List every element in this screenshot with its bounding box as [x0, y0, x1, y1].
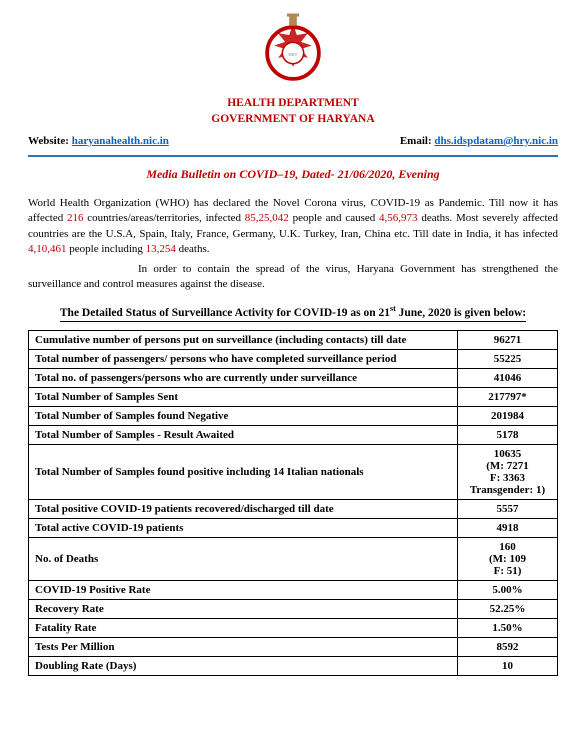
table-row: Tests Per Million8592 — [29, 638, 558, 657]
p1-t5: people including — [67, 243, 146, 255]
row-value: 5.00% — [458, 581, 558, 600]
bulletin-title: Media Bulletin on COVID–19, Dated- 21/06… — [28, 167, 558, 182]
row-value: 96271 — [458, 331, 558, 350]
emblem-icon: HRY — [255, 12, 331, 88]
row-value: 5178 — [458, 426, 558, 445]
row-label: Total Number of Samples found positive i… — [29, 445, 458, 500]
row-label: Total no. of passengers/persons who are … — [29, 369, 458, 388]
table-row: Total no. of passengers/persons who are … — [29, 369, 558, 388]
health-department-heading: HEALTH DEPARTMENT — [28, 97, 558, 109]
table-heading-post: June, 2020 is given below: — [396, 307, 526, 319]
p1-deaths: 4,56,973 — [379, 212, 418, 224]
table-row: Recovery Rate52.25% — [29, 600, 558, 619]
row-value: 201984 — [458, 407, 558, 426]
bulletin-title-prefix: Media Bulletin on COVID–19 — [146, 167, 295, 181]
p1-india-infected: 4,10,461 — [28, 243, 67, 255]
table-row: Doubling Rate (Days)10 — [29, 657, 558, 676]
row-value: 4918 — [458, 519, 558, 538]
row-label: Recovery Rate — [29, 600, 458, 619]
table-row: Total number of passengers/ persons who … — [29, 350, 558, 369]
p1-countries: 216 — [67, 212, 84, 224]
table-heading-pre: The Detailed Status of Surveillance Acti… — [60, 307, 390, 319]
row-value: 41046 — [458, 369, 558, 388]
row-label: Total Number of Samples found Negative — [29, 407, 458, 426]
table-row: Fatality Rate1.50% — [29, 619, 558, 638]
row-value: 8592 — [458, 638, 558, 657]
table-row: Total Number of Samples found positive i… — [29, 445, 558, 500]
row-label: Total Number of Samples - Result Awaited — [29, 426, 458, 445]
bulletin-title-suffix: , Dated- 21/06/2020, Evening — [295, 167, 439, 181]
row-label: Total active COVID-19 patients — [29, 519, 458, 538]
row-value: 52.25% — [458, 600, 558, 619]
row-label: Doubling Rate (Days) — [29, 657, 458, 676]
row-value: 55225 — [458, 350, 558, 369]
table-row: No. of Deaths160 (M: 109 F: 51) — [29, 538, 558, 581]
table-row: Total active COVID-19 patients4918 — [29, 519, 558, 538]
state-emblem: HRY — [28, 12, 558, 91]
row-value: 217797* — [458, 388, 558, 407]
row-value: 5557 — [458, 500, 558, 519]
intro-paragraph: World Health Organization (WHO) has decl… — [28, 196, 558, 258]
p1-t2: countries/areas/territories, infected — [84, 212, 245, 224]
table-row: Total Number of Samples Sent217797* — [29, 388, 558, 407]
govt-heading: GOVERNMENT OF HARYANA — [28, 113, 558, 125]
email-label: Email: — [400, 135, 435, 147]
website-label: Website: — [28, 135, 72, 147]
status-table: Cumulative number of persons put on surv… — [28, 330, 558, 676]
row-label: Total positive COVID-19 patients recover… — [29, 500, 458, 519]
p1-t3: people and caused — [289, 212, 379, 224]
row-label: Total number of passengers/ persons who … — [29, 350, 458, 369]
row-value: 160 (M: 109 F: 51) — [458, 538, 558, 581]
row-label: Fatality Rate — [29, 619, 458, 638]
website-block: Website: haryanahealth.nic.in — [28, 135, 169, 147]
table-row: Cumulative number of persons put on surv… — [29, 331, 558, 350]
top-divider — [28, 155, 558, 157]
row-value: 10 — [458, 657, 558, 676]
table-row: Total Number of Samples - Result Awaited… — [29, 426, 558, 445]
email-link[interactable]: dhs.idspdatam@hry.nic.in — [434, 135, 558, 147]
table-row: COVID-19 Positive Rate5.00% — [29, 581, 558, 600]
email-block: Email: dhs.idspdatam@hry.nic.in — [400, 135, 558, 147]
row-label: Cumulative number of persons put on surv… — [29, 331, 458, 350]
row-label: Tests Per Million — [29, 638, 458, 657]
contact-row: Website: haryanahealth.nic.in Email: dhs… — [28, 135, 558, 147]
row-label: Total Number of Samples Sent — [29, 388, 458, 407]
p1-t6: deaths. — [176, 243, 210, 255]
measures-paragraph: In order to contain the spread of the vi… — [28, 262, 558, 293]
table-row: Total positive COVID-19 patients recover… — [29, 500, 558, 519]
row-label: COVID-19 Positive Rate — [29, 581, 458, 600]
p1-india-deaths: 13,254 — [146, 243, 176, 255]
website-link[interactable]: haryanahealth.nic.in — [72, 135, 169, 147]
table-heading: The Detailed Status of Surveillance Acti… — [60, 304, 526, 322]
table-row: Total Number of Samples found Negative20… — [29, 407, 558, 426]
row-value: 1.50% — [458, 619, 558, 638]
p1-infected: 85,25,042 — [245, 212, 289, 224]
row-label: No. of Deaths — [29, 538, 458, 581]
row-value: 10635 (M: 7271 F: 3363 Transgender: 1) — [458, 445, 558, 500]
svg-text:HRY: HRY — [288, 52, 298, 57]
